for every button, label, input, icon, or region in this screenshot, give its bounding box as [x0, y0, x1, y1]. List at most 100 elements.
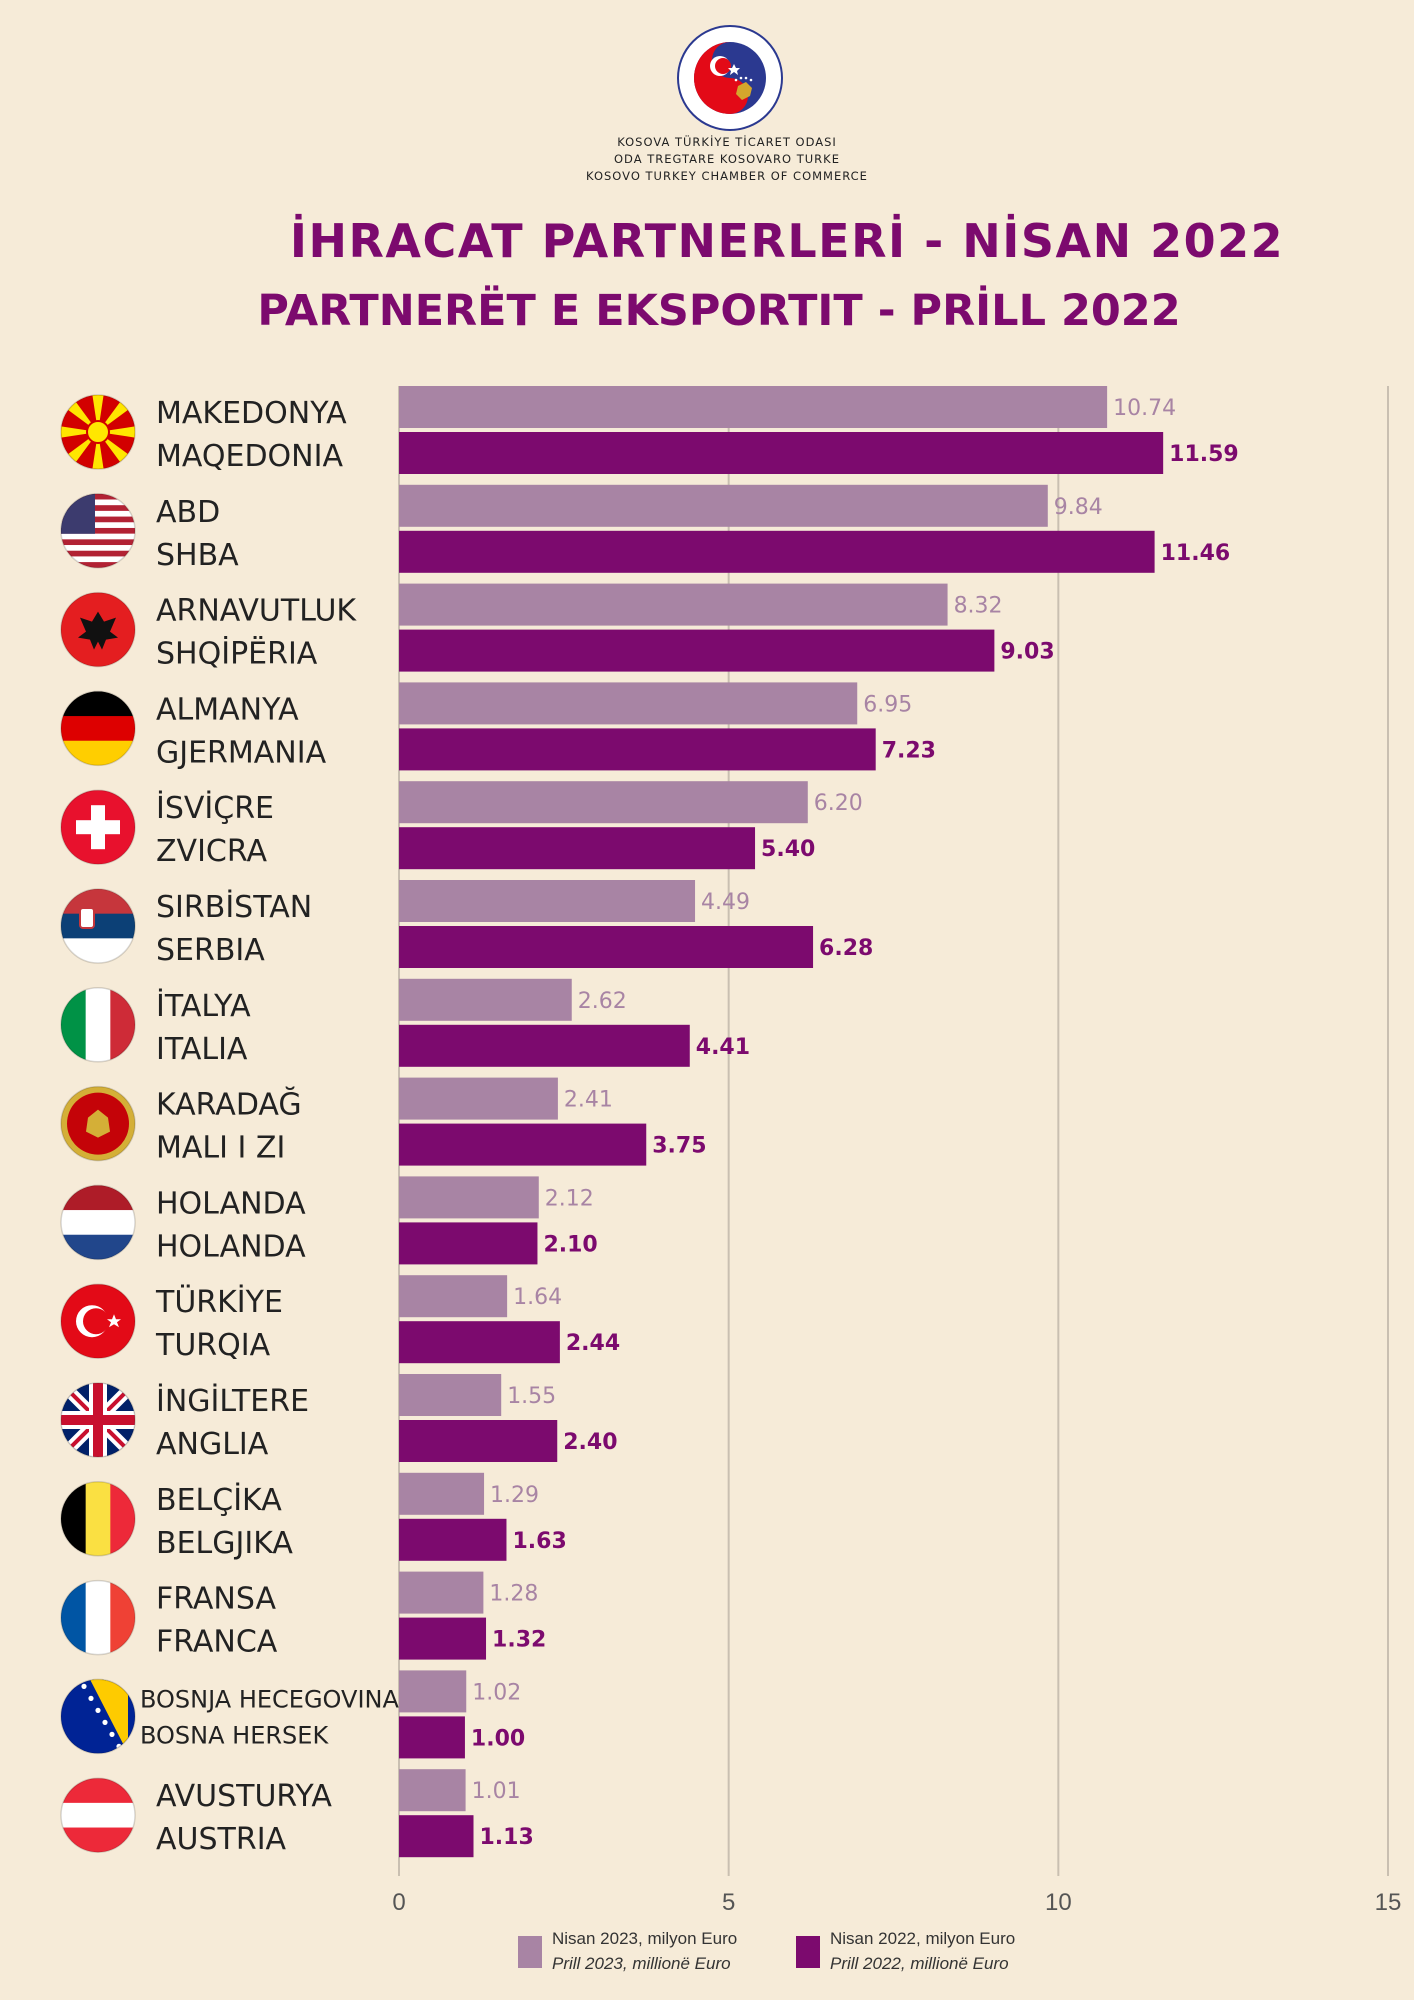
- bar-2022: [399, 1321, 560, 1364]
- north-macedonia-flag-icon: [60, 394, 136, 470]
- bar-2022: [399, 1222, 538, 1265]
- value-label-2023: 1.28: [489, 1582, 538, 1607]
- country-name-tr: ABD: [156, 495, 220, 530]
- bar-2022: [399, 728, 876, 771]
- country-name-tr: SIRBİSTAN: [156, 889, 312, 925]
- value-label-2023: 1.02: [472, 1680, 521, 1705]
- value-label-2023: 8.32: [954, 594, 1003, 619]
- bar-2022: [399, 432, 1164, 474]
- legend-swatch-2023: [518, 1936, 542, 1968]
- bar-2023: [399, 682, 858, 725]
- country-name-sq: ANGLIA: [156, 1427, 269, 1462]
- country-name-tr: İTALYA: [156, 988, 251, 1024]
- x-tick-label: 10: [1045, 1889, 1072, 1916]
- value-label-2022: 7.23: [882, 738, 936, 763]
- bar-2022: [399, 1518, 507, 1561]
- country-name-sq: SHBA: [156, 538, 239, 573]
- austria-flag-icon: [60, 1777, 136, 1853]
- country-name-tr: ARNAVUTLUK: [156, 594, 357, 629]
- value-label-2022: 11.46: [1161, 541, 1231, 566]
- country-name-sq: ZVICRA: [156, 834, 267, 869]
- value-label-2022: 6.28: [819, 936, 873, 961]
- bar-2023: [399, 1176, 539, 1219]
- value-label-2023: 2.62: [578, 989, 627, 1014]
- org-line-tr: KOSOVA TÜRKİYE TİCARET ODASI: [617, 135, 837, 149]
- value-label-2023: 2.12: [545, 1186, 594, 1211]
- country-name-tr: TÜRKİYE: [155, 1284, 283, 1320]
- bar-2022: [399, 1123, 647, 1166]
- country-name-tr: BOSNJA HECEGOVINA: [140, 1685, 399, 1713]
- bar-2023: [399, 1275, 508, 1318]
- chart-title-albanian: PARTNERËT E EKSPORTIT - PRİLL 2022: [257, 286, 1181, 336]
- legend-item-2023: Nisan 2023, milyon Euro Prill 2023, mill…: [518, 1926, 737, 1976]
- value-label-2022: 1.63: [512, 1529, 566, 1554]
- legend-item-2022: Nisan 2022, milyon Euro Prill 2022, mill…: [796, 1926, 1015, 1976]
- country-name-sq: HOLANDA: [156, 1229, 306, 1264]
- belgium-flag-icon: [60, 1481, 136, 1557]
- value-label-2023: 9.84: [1054, 495, 1103, 520]
- usa-flag-icon: [60, 493, 136, 569]
- country-name-tr: KARADAĞ: [156, 1086, 302, 1123]
- country-name-tr: HOLANDA: [156, 1186, 306, 1221]
- flags: [60, 394, 136, 1853]
- country-name-sq: ITALIA: [156, 1032, 248, 1067]
- bar-2023: [399, 583, 948, 626]
- country-name-tr: ALMANYA: [156, 692, 299, 727]
- value-label-2023: 2.41: [564, 1088, 613, 1113]
- legend-label-2022: Nisan 2022, milyon Euro: [830, 1929, 1016, 1948]
- france-flag-icon: [60, 1579, 136, 1656]
- bar-2022: [399, 1024, 690, 1067]
- value-label-2023: 1.55: [507, 1384, 556, 1409]
- bar-2022: [399, 1420, 558, 1462]
- x-axis-ticks: 0 5 10 15: [392, 1889, 1401, 1916]
- bar-2023: [399, 781, 808, 824]
- bar-2022: [399, 1617, 487, 1660]
- value-label-2022: 3.75: [652, 1134, 706, 1159]
- legend-label-2022-sq: Prill 2022, millionë Euro: [830, 1954, 1009, 1973]
- value-label-2023: 1.29: [490, 1483, 539, 1508]
- bar-2023: [399, 1571, 484, 1614]
- country-name-sq: AUSTRIA: [156, 1822, 287, 1857]
- country-name-tr: İSVİÇRE: [156, 790, 274, 826]
- bars: 10.74 11.59 9.84 11.46 8.32 9.03 6.95 7.23 6.20 5…: [399, 386, 1239, 1858]
- country-name-sq: SHQİPËRIA: [156, 636, 318, 672]
- x-tick-label: 0: [392, 1889, 405, 1916]
- country-name-sq: FRANCA: [156, 1625, 278, 1660]
- x-tick-label: 5: [722, 1889, 735, 1916]
- netherlands-flag-icon: [60, 1184, 136, 1261]
- value-label-2022: 9.03: [1000, 640, 1054, 665]
- bar-2023: [399, 880, 696, 922]
- organization-name: KOSOVA TÜRKİYE TİCARET ODASI ODA TREGTAR…: [407, 134, 1047, 185]
- value-label-2023: 6.95: [863, 692, 912, 717]
- x-tick-label: 15: [1375, 1889, 1402, 1916]
- org-line-en: KOSOVO TURKEY CHAMBER OF COMMERCE: [586, 169, 868, 183]
- value-label-2023: 1.64: [513, 1285, 562, 1310]
- value-label-2023: 4.49: [701, 890, 750, 915]
- bar-2022: [399, 530, 1155, 573]
- country-name-tr: İNGİLTERE: [156, 1383, 309, 1419]
- country-name-tr: FRANSA: [156, 1582, 276, 1617]
- value-label-2022: 1.32: [492, 1628, 546, 1653]
- country-name-tr: MAKEDONYA: [156, 396, 347, 431]
- country-name-sq: SERBIA: [156, 933, 265, 968]
- country-name-sq: GJERMANIA: [156, 735, 327, 770]
- bar-2023: [399, 1077, 558, 1120]
- value-label-2023: 10.74: [1113, 396, 1176, 421]
- montenegro-flag-icon: [60, 1085, 136, 1162]
- legend-label-2023: Nisan 2023, milyon Euro: [552, 1929, 738, 1948]
- albania-flag-icon: [60, 591, 136, 668]
- value-label-2022: 2.40: [563, 1430, 617, 1455]
- turkey-flag-icon: [60, 1283, 136, 1359]
- value-label-2022: 1.13: [480, 1825, 534, 1850]
- germany-flag-icon: [60, 690, 136, 767]
- switzerland-flag-icon: [60, 789, 136, 865]
- country-name-tr: AVUSTURYA: [156, 1779, 332, 1814]
- bar-2023: [399, 1769, 466, 1812]
- value-label-2022: 2.44: [566, 1331, 620, 1356]
- bar-2023: [399, 1472, 485, 1515]
- bar-2023: [399, 484, 1048, 527]
- country-name-sq: BELGJIKA: [156, 1526, 293, 1561]
- country-name-sq: MALI I ZI: [156, 1131, 285, 1166]
- country-name-sq: MAQEDONIA: [156, 439, 343, 474]
